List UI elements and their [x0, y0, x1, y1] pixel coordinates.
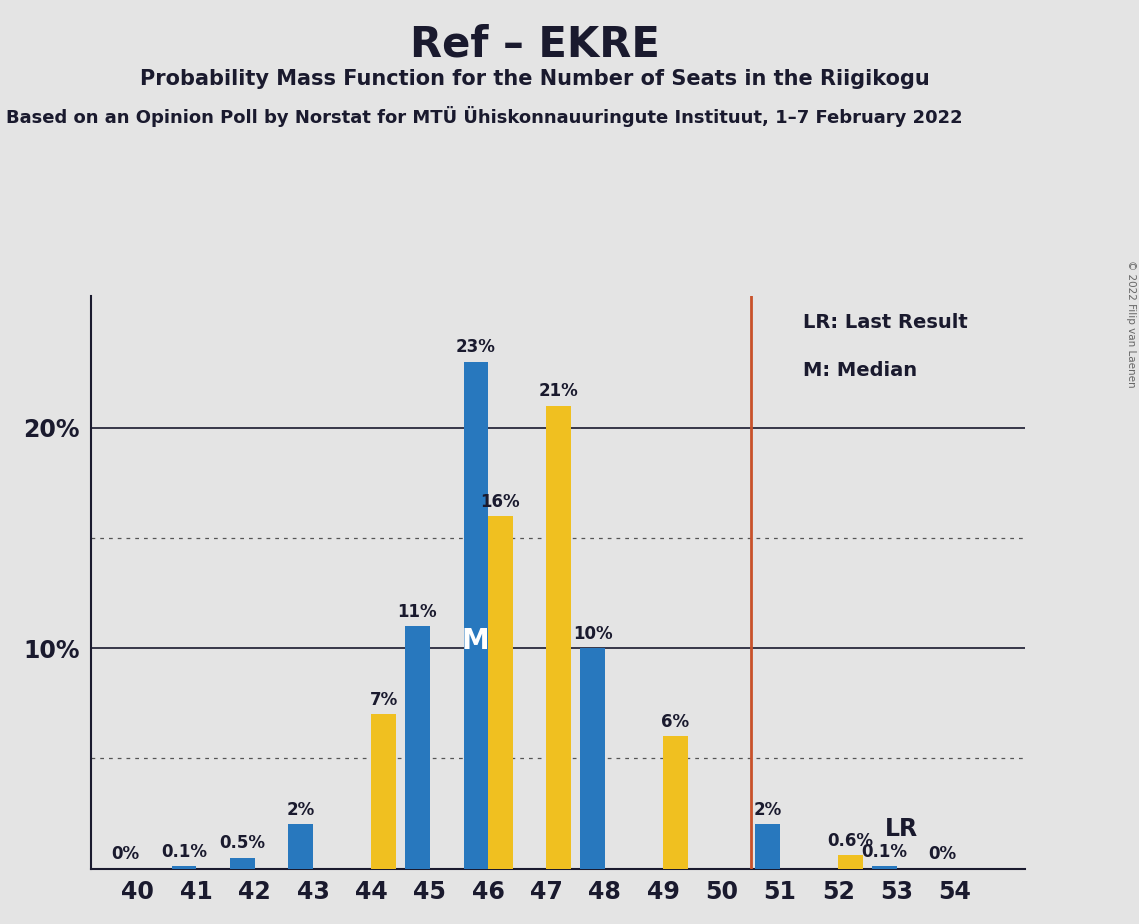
Text: 11%: 11% — [398, 602, 437, 621]
Text: 21%: 21% — [539, 383, 579, 400]
Text: 2%: 2% — [287, 801, 314, 819]
Text: M: M — [462, 626, 490, 654]
Bar — [172, 867, 196, 869]
Bar — [755, 824, 780, 869]
Bar — [464, 362, 487, 869]
Text: Probability Mass Function for the Number of Seats in the Riigikogu: Probability Mass Function for the Number… — [140, 69, 931, 90]
Text: LR: Last Result: LR: Last Result — [803, 312, 968, 332]
Bar — [487, 516, 513, 869]
Bar — [580, 649, 605, 869]
Text: LR: LR — [885, 817, 918, 841]
Text: 10%: 10% — [573, 625, 613, 643]
Bar — [838, 856, 863, 869]
Bar — [547, 406, 571, 869]
Text: 0.6%: 0.6% — [828, 832, 874, 850]
Text: 0%: 0% — [928, 845, 957, 863]
Bar — [371, 714, 396, 869]
Text: 0.1%: 0.1% — [161, 843, 207, 861]
Text: 0.5%: 0.5% — [220, 834, 265, 852]
Bar — [288, 824, 313, 869]
Bar — [230, 857, 255, 869]
Bar — [663, 736, 688, 869]
Text: Based on an Opinion Poll by Norstat for MTÜ Ühiskonnauuringute Instituut, 1–7 Fe: Based on an Opinion Poll by Norstat for … — [6, 106, 962, 128]
Text: © 2022 Filip van Laenen: © 2022 Filip van Laenen — [1126, 260, 1136, 387]
Text: 0%: 0% — [112, 845, 140, 863]
Text: 2%: 2% — [754, 801, 781, 819]
Text: M: Median: M: Median — [803, 361, 917, 380]
Text: 23%: 23% — [456, 338, 495, 357]
Text: 7%: 7% — [369, 691, 398, 709]
Text: 6%: 6% — [662, 712, 689, 731]
Text: Ref – EKRE: Ref – EKRE — [410, 23, 661, 65]
Bar — [872, 867, 896, 869]
Text: 0.1%: 0.1% — [861, 843, 908, 861]
Text: 16%: 16% — [481, 492, 521, 511]
Bar — [405, 626, 429, 869]
